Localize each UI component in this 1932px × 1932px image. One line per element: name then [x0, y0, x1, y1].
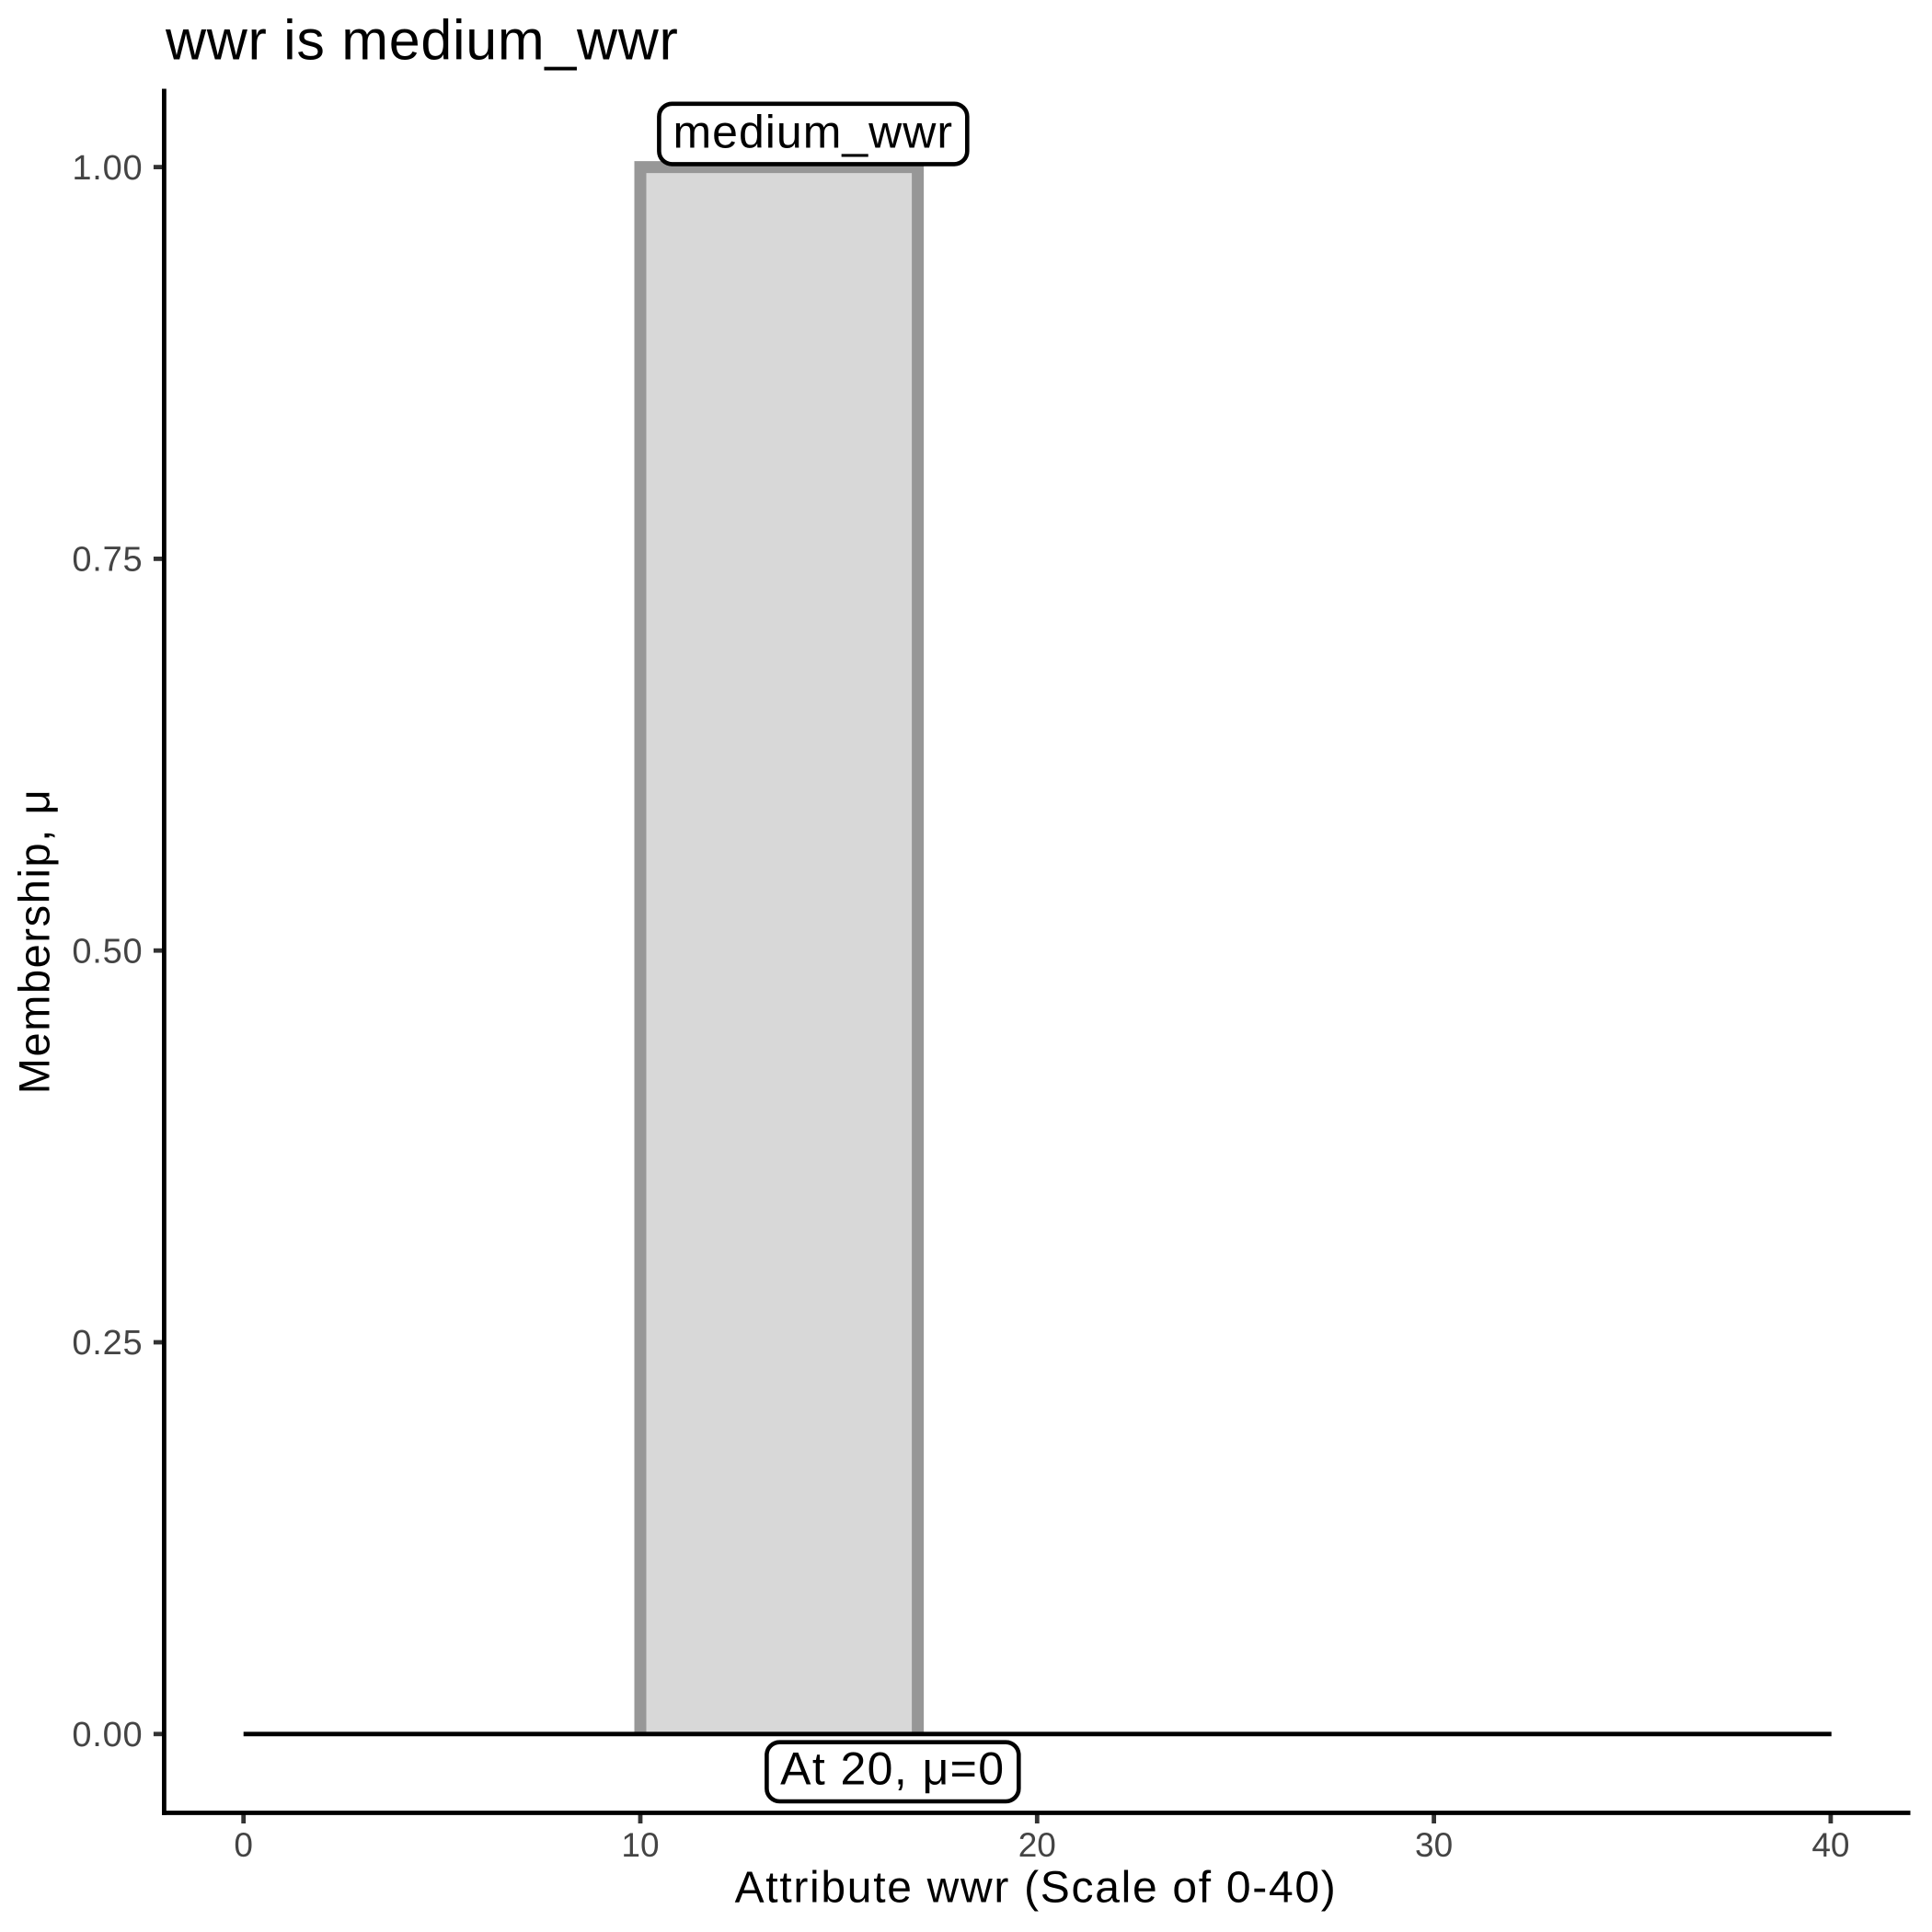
svg-text:wwr is medium_wwr: wwr is medium_wwr — [165, 9, 679, 72]
svg-text:Attribute wwr (Scale of 0-40): Attribute wwr (Scale of 0-40) — [735, 1864, 1338, 1913]
svg-text:0.25: 0.25 — [72, 1324, 143, 1363]
svg-text:0: 0 — [234, 1826, 253, 1864]
svg-text:medium_wwr: medium_wwr — [673, 107, 954, 158]
svg-text:1.00: 1.00 — [72, 149, 143, 188]
svg-text:At 20, μ=0: At 20, μ=0 — [780, 1742, 1005, 1794]
svg-text:10: 10 — [621, 1826, 659, 1864]
svg-text:0.50: 0.50 — [72, 932, 143, 971]
svg-text:20: 20 — [1018, 1826, 1056, 1864]
svg-text:40: 40 — [1811, 1826, 1849, 1864]
svg-text:0.00: 0.00 — [72, 1716, 143, 1754]
svg-text:0.75: 0.75 — [72, 541, 143, 580]
svg-text:30: 30 — [1415, 1826, 1453, 1864]
svg-text:Membership, μ: Membership, μ — [10, 788, 59, 1095]
